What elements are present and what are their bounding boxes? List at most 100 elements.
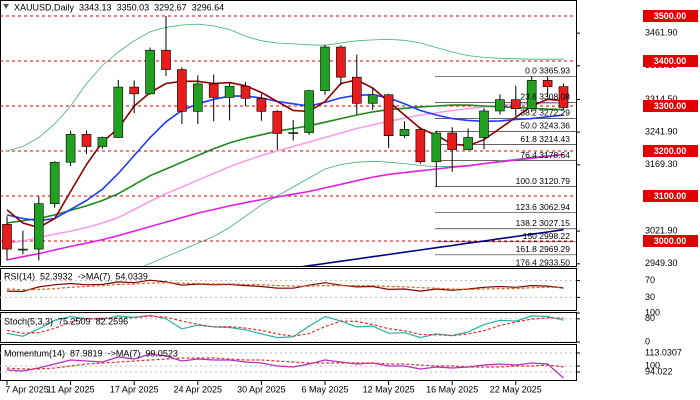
candle-body (304, 90, 314, 133)
y-tick-label: 2949.30 (645, 258, 678, 268)
candle-body (558, 86, 569, 108)
indicator-line (6, 353, 564, 379)
y-tick-label: 3021.90 (645, 226, 678, 236)
candle-body (129, 86, 139, 95)
level-label: 3300.00 (654, 101, 687, 111)
overlay-line (301, 228, 564, 266)
level-label: 3100.00 (654, 191, 687, 201)
level-box (643, 100, 698, 113)
y-tick-label: 0 (645, 336, 650, 346)
candle-body (256, 98, 267, 112)
level-label: 3000.00 (654, 236, 687, 246)
fib-label: 176.4 2933.50 (516, 257, 571, 267)
x-tick-label: 17 Apr 2025 (110, 384, 159, 394)
fib-label: 123.6 3062.94 (516, 202, 571, 212)
menu-icon (3, 4, 9, 9)
main-plot (0, 15, 576, 266)
fib-label: 50.0 3243.36 (520, 121, 570, 131)
labels: 0.0 3365.93 23.6 3308.08 38.2 3272.29 50.0 … (4, 2, 698, 394)
header-text: RSI(14) (4, 271, 35, 281)
fib-label: 0.0 3365.93 (525, 66, 570, 76)
indicator-line (6, 314, 564, 339)
fib-label: 76.4 3178.64 (520, 150, 570, 160)
indicator-line (6, 282, 564, 291)
overlay-line (6, 104, 564, 224)
header-text: 3296.64 (192, 2, 225, 12)
candle-body (367, 94, 378, 104)
candle-body (479, 110, 489, 138)
candle-body (526, 80, 537, 110)
overlay-line (6, 23, 564, 152)
stoch-plot (0, 313, 576, 342)
header-text: Momentum(14) (4, 348, 65, 358)
header-text: 3292.67 (154, 2, 187, 12)
level-label: 3400.00 (654, 56, 687, 66)
candle-body (447, 132, 458, 150)
level-box (643, 10, 698, 23)
header-text: XAUUSD,Daily (14, 2, 75, 12)
y-tick-label: 3314.50 (645, 94, 678, 104)
x-tick-label: 30 Apr 2025 (237, 384, 286, 394)
candle-body (351, 76, 362, 104)
candle-body (161, 49, 171, 70)
y-tick-label: 100 (645, 360, 660, 370)
y-tick-label: 3461.90 (645, 28, 678, 38)
stoch-panel-frame (0, 312, 577, 343)
candle-body (240, 85, 251, 99)
y-tick-label: 30 (645, 292, 655, 302)
fib-label: 38.2 3272.29 (520, 108, 570, 118)
x-tick-label: 6 May 2025 (301, 384, 348, 394)
x-tick-label: 22 May 2025 (490, 384, 542, 394)
y-tick-label: 70 (645, 275, 655, 285)
header-text: ->MA(7) (78, 271, 111, 281)
header-text: 99.0523 (145, 348, 178, 358)
candle-body (463, 137, 473, 150)
candle-body (320, 46, 330, 92)
level-label: 3500.00 (654, 11, 687, 21)
indicator-line (6, 279, 564, 293)
candle-body (113, 86, 124, 138)
candle-body (272, 111, 283, 134)
candle-body (177, 69, 187, 112)
candle-body (399, 129, 410, 136)
candle-body (336, 46, 346, 78)
candle-body (33, 203, 44, 250)
header-text: 87.9819 (70, 348, 103, 358)
candle-body (415, 129, 426, 163)
header-text: Stoch(5,3,3) (4, 316, 53, 326)
candle-body (495, 99, 505, 112)
rsi-plot (0, 279, 576, 298)
candle-body (97, 137, 108, 147)
overlay-line (6, 93, 564, 222)
y-tick-label: 80 (645, 313, 655, 323)
header-text: 3343.13 (79, 2, 112, 12)
candle-body (288, 132, 299, 134)
level-box (643, 189, 698, 202)
header-text: 75.2509 (58, 316, 91, 326)
y-tick-label: 94.022 (645, 366, 673, 376)
indicator-line (6, 315, 564, 337)
candle-body (431, 132, 442, 163)
main-panel-frame (0, 0, 577, 267)
fib-label: 150 2998.22 (523, 231, 571, 241)
fib-label: 138.2 3027.15 (516, 218, 571, 228)
x-tick-label: 24 Apr 2025 (174, 384, 223, 394)
y-tick-label: 113.0307 (645, 347, 682, 357)
level-box (643, 234, 698, 247)
candle-body (49, 161, 60, 204)
x-tick-label: 16 May 2025 (426, 384, 478, 394)
fib-label: 100.0 3120.79 (516, 176, 571, 186)
level-label: 3200.00 (654, 146, 687, 156)
x-tick-label: 7 Apr 2025 (5, 384, 49, 394)
candle-body (81, 134, 92, 147)
header-text: 82.2596 (96, 316, 129, 326)
candle-body (2, 224, 12, 250)
y-tick-label: 3169.30 (645, 159, 678, 169)
header-text: 52.3932 (40, 271, 73, 281)
header-text: ->MA(7) (108, 348, 141, 358)
candle-body (542, 80, 553, 87)
rsi-panel-frame (0, 268, 577, 311)
